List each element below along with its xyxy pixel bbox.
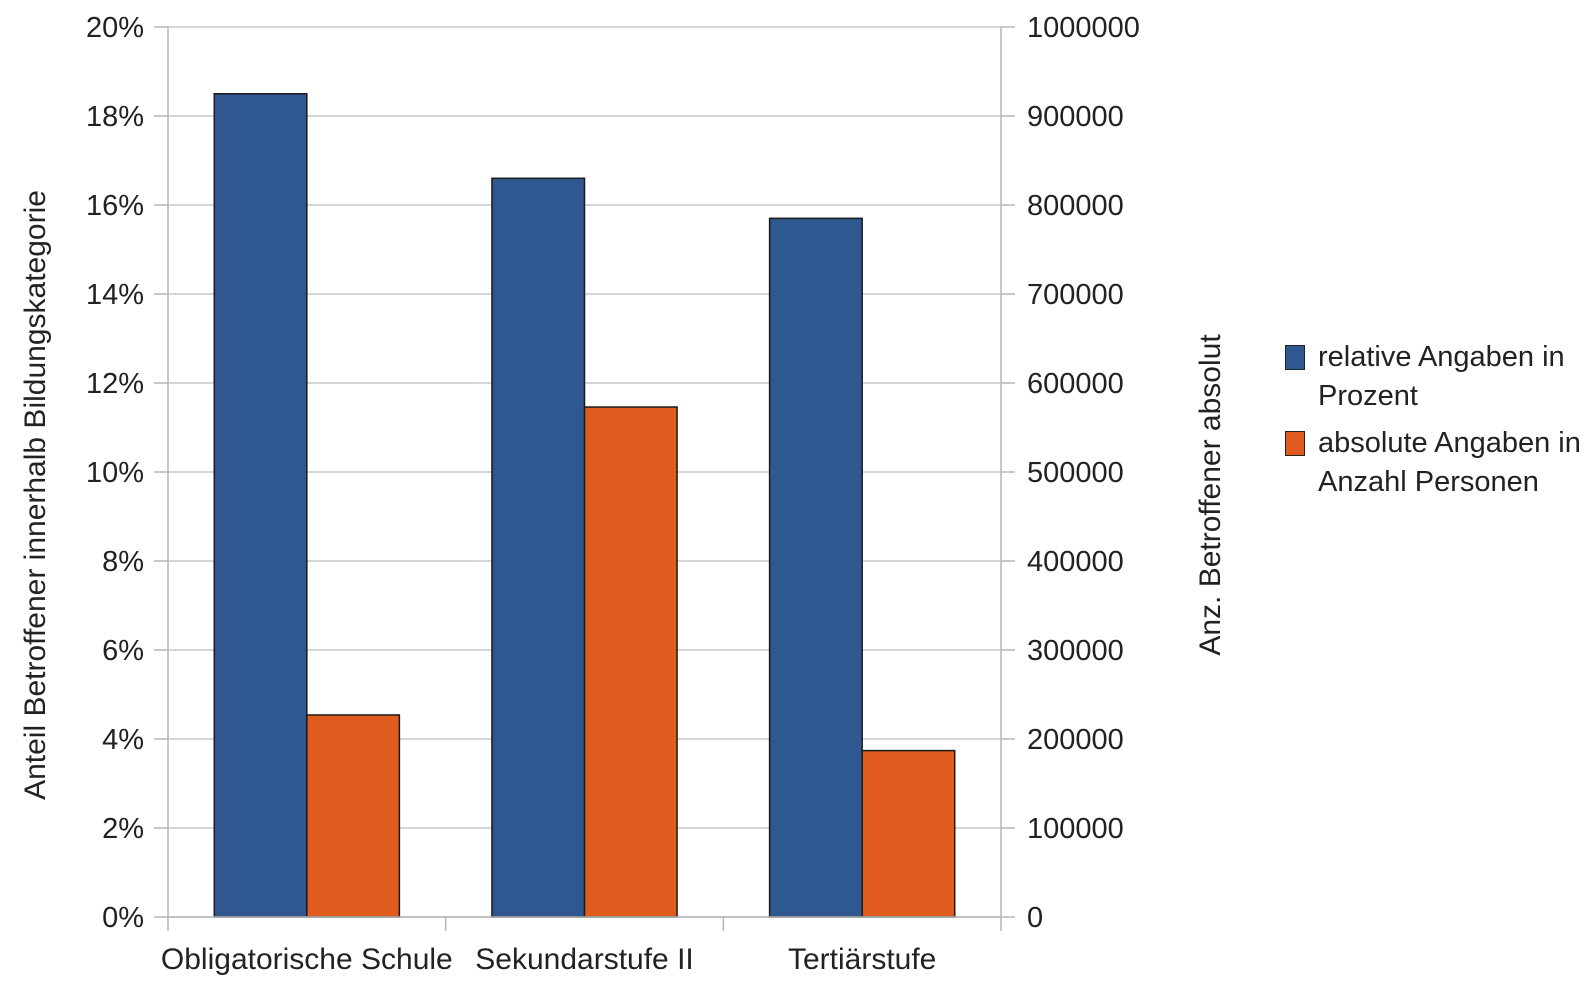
category-labels: Obligatorische Schule Sekundarstufe II Ter… xyxy=(161,943,936,976)
y-left-tick-label: 0% xyxy=(102,902,144,934)
y-right-tick-label: 100000 xyxy=(1027,813,1124,845)
legend-label: Prozent xyxy=(1318,380,1418,412)
y-left-tick-label: 6% xyxy=(102,635,144,667)
y-right-tick-label: 500000 xyxy=(1027,457,1124,489)
bar-relative xyxy=(213,93,308,918)
x-category-label: Sekundarstufe II xyxy=(475,943,693,976)
y-right-tick-label: 800000 xyxy=(1027,190,1124,222)
y-right-tick-label: 200000 xyxy=(1027,724,1124,756)
y-left-tick-label: 18% xyxy=(86,101,144,133)
y-right-tick-label: 1000000 xyxy=(1027,12,1140,44)
y-right-tick-label: 900000 xyxy=(1027,101,1124,133)
x-category-label: Obligatorische Schule xyxy=(161,943,453,976)
bar-relative xyxy=(491,177,586,918)
y-left-tick-label: 4% xyxy=(102,724,144,756)
legend-item-absolute: absolute Angaben in Anzahl Personen xyxy=(1282,424,1582,502)
y-left-tick-label: 20% xyxy=(86,12,144,44)
y-left-tick-label: 10% xyxy=(86,457,144,489)
legend-label: absolute Angaben in xyxy=(1318,427,1581,459)
y-left-tick-label: 8% xyxy=(102,546,144,578)
y-right-tick-label: 0 xyxy=(1027,902,1043,934)
right-tick-labels: 0 100000 200000 300000 400000 500000 600000 700… xyxy=(1027,12,1140,934)
y-left-tick-label: 2% xyxy=(102,813,144,845)
legend-label: relative Angaben in xyxy=(1318,341,1565,373)
legend-item-relative: relative Angaben in Prozent xyxy=(1282,338,1582,416)
y-axis-right-title: Anz. Betroffener absolut xyxy=(1194,334,1227,656)
y-right-tick-label: 400000 xyxy=(1027,546,1124,578)
y-left-tick-label: 14% xyxy=(86,279,144,311)
bar-relative xyxy=(768,217,863,918)
y-axis-left-title: Anteil Betroffener innerhalb Bildungskat… xyxy=(19,190,52,800)
legend: relative Angaben in Prozent absolute Ang… xyxy=(1282,338,1582,510)
y-left-tick-label: 16% xyxy=(86,190,144,222)
legend-swatch-blue xyxy=(1285,345,1305,370)
left-tick-labels: 0% 2% 4% 6% 8% 10% 12% 14% 16% 18% 20% xyxy=(86,12,144,934)
y-right-tick-label: 700000 xyxy=(1027,279,1124,311)
y-left-tick-label: 12% xyxy=(86,368,144,400)
x-category-label: Tertiärstufe xyxy=(788,943,936,976)
axes xyxy=(154,26,1015,931)
bar-absolute xyxy=(306,714,401,918)
bar-absolute xyxy=(583,406,678,918)
bar-absolute xyxy=(861,749,956,918)
y-right-tick-label: 300000 xyxy=(1027,635,1124,667)
bars xyxy=(213,93,956,918)
y-right-tick-label: 600000 xyxy=(1027,368,1124,400)
legend-swatch-orange xyxy=(1285,431,1305,456)
legend-label: Anzahl Personen xyxy=(1318,466,1539,498)
